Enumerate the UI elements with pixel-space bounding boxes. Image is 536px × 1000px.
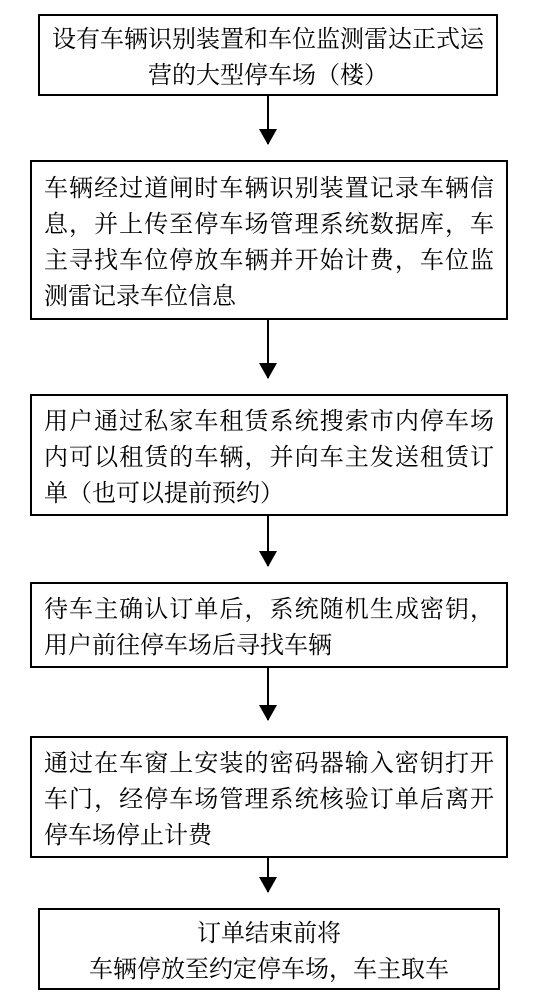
flow-step-6-text: 订单结束前将 车辆停放至约定停车场，车主取车 — [40, 913, 498, 985]
flow-step-2: 车辆经过道闸时车辆识别装置记录车辆信息，并上传至停车场管理系统数据库，车主寻找车… — [30, 160, 508, 320]
flow-step-3: 用户通过私家车租赁系统搜索市内停车场内可以租赁的车辆，并向车主发送租赁订单（也可… — [30, 394, 508, 516]
flow-step-1-text: 设有车辆识别装置和车位监测雷达正式运营的大型停车场（楼） — [40, 19, 496, 91]
flow-step-4: 待车主确认订单后，系统随机生成密钥，用户前往停车场后寻找车辆 — [30, 582, 508, 668]
flow-step-2-text: 车辆经过道闸时车辆识别装置记录车辆信息，并上传至停车场管理系统数据库，车主寻找车… — [32, 168, 506, 312]
arrow-1 — [267, 96, 269, 144]
arrow-3 — [267, 516, 269, 566]
flow-step-6-line1: 订单结束前将 — [197, 913, 341, 948]
arrow-4 — [267, 668, 269, 720]
flowchart-canvas: 设有车辆识别装置和车位监测雷达正式运营的大型停车场（楼） 车辆经过道闸时车辆识别… — [0, 0, 536, 1000]
flow-step-1: 设有车辆识别装置和车位监测雷达正式运营的大型停车场（楼） — [38, 14, 498, 96]
flow-step-6-line2: 车辆停放至约定停车场，车主取车 — [89, 949, 449, 984]
flow-step-5-text: 通过在车窗上安装的密码器输入密钥打开车门，经停车场管理系统核验订单后离开停车场停… — [32, 743, 506, 851]
arrow-2 — [267, 320, 269, 378]
flow-step-4-text: 待车主确认订单后，系统随机生成密钥，用户前往停车场后寻找车辆 — [32, 589, 506, 661]
flow-step-5: 通过在车窗上安装的密码器输入密钥打开车门，经停车场管理系统核验订单后离开停车场停… — [30, 736, 508, 858]
arrow-5 — [267, 858, 269, 892]
flow-step-3-text: 用户通过私家车租赁系统搜索市内停车场内可以租赁的车辆，并向车主发送租赁订单（也可… — [32, 401, 506, 509]
flow-step-6: 订单结束前将 车辆停放至约定停车场，车主取车 — [38, 908, 500, 990]
